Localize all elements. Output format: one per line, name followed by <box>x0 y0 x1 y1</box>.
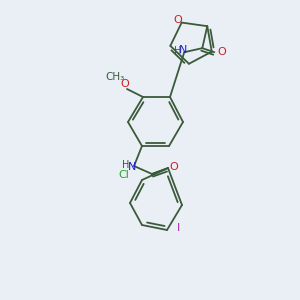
Text: I: I <box>177 223 181 233</box>
Text: H: H <box>122 160 130 170</box>
Text: CH₃: CH₃ <box>105 72 124 82</box>
Text: O: O <box>173 15 182 25</box>
Text: O: O <box>217 47 226 57</box>
Text: O: O <box>169 162 178 172</box>
Text: O: O <box>121 79 129 89</box>
Text: N: N <box>179 45 188 55</box>
Text: H: H <box>174 46 181 56</box>
Text: N: N <box>128 162 136 172</box>
Text: Cl: Cl <box>118 170 129 180</box>
